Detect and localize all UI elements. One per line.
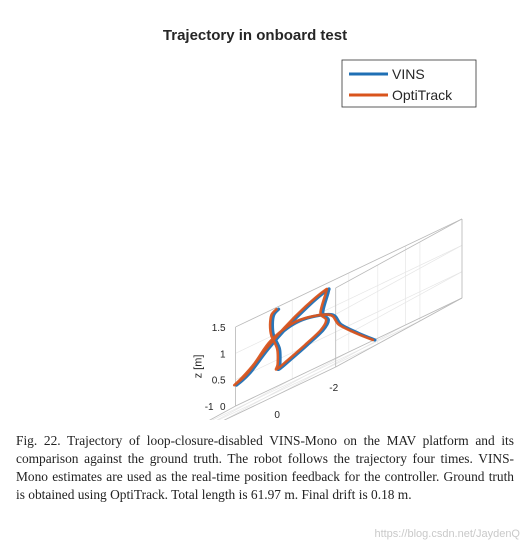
z-axis-label: z [m] [193,355,205,379]
axis-frame-edge [335,218,463,289]
legend: VINS OptiTrack [341,59,477,108]
z-tick-label: 1 [220,349,226,360]
axis-frame-edge [235,218,463,328]
axis-frame-edge [209,405,236,420]
y-tick-label: -1 [205,402,214,413]
watermark: https://blog.csdn.net/JaydenQ [374,528,520,540]
x-tick-label: -2 [329,383,338,394]
trajectory-3d-chart: Trajectory in onboard test -20246-101200… [163,27,477,420]
axis-frame-edge [335,297,463,368]
axes-box: -20246-101200.511.5x [m]y [m]z [m] [193,218,463,420]
axis-frame-edge [235,297,463,407]
z-tick-label: 0.5 [212,376,226,387]
series-line-optitrack [232,287,375,387]
series-line-vins [234,287,377,387]
gridline-z-backwall [235,271,463,380]
z-tick-label: 1.5 [212,323,226,334]
legend-label-optitrack: OptiTrack [392,87,453,103]
trajectory-series [232,287,377,387]
legend-label-vins: VINS [392,66,425,82]
chart-title: Trajectory in onboard test [163,27,347,44]
gridline-y-floor [217,343,378,420]
gridline-x-floor [223,351,349,420]
legend-box [341,59,477,108]
gridline-y-floor [211,320,421,420]
figure-caption: Fig. 22. Trajectory of loop-closure-disa… [16,433,514,502]
gridline-z-wall [335,244,463,315]
gridline-z-wall [335,271,463,341]
gridline-x-floor [216,378,293,420]
axis-frame-edge [223,366,336,420]
z-tick-label: 0 [220,402,226,413]
gridline-x-floor [278,324,406,395]
x-tick-label: 0 [274,410,280,420]
